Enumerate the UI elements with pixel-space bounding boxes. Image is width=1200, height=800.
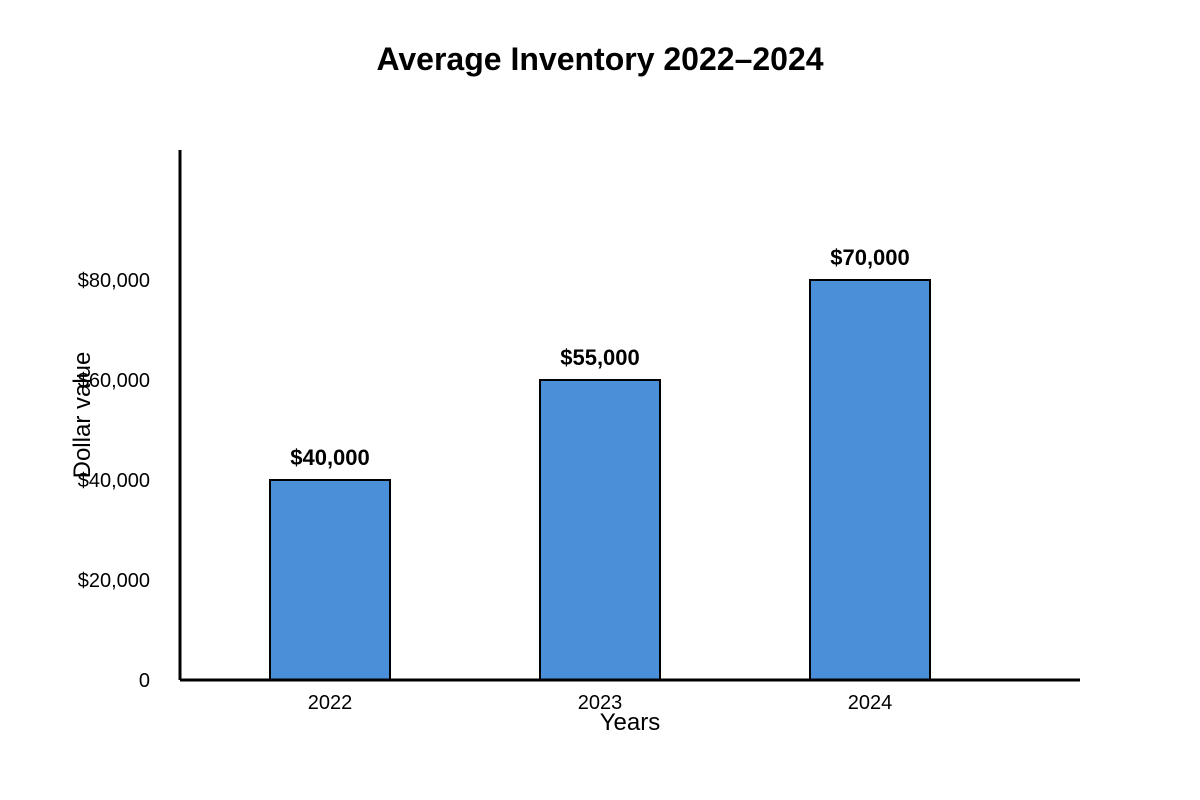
data-label-2023: $55,000 xyxy=(560,345,640,370)
y-tick-label-40000: $40,000 xyxy=(78,470,150,492)
x-tick-label-2023: 2023 xyxy=(578,692,623,714)
data-label-2022: $40,000 xyxy=(290,445,370,470)
y-tick-label-80000: $80,000 xyxy=(78,270,150,292)
y-tick-label-60000: $60,000 xyxy=(78,370,150,392)
x-tick-label-2022: 2022 xyxy=(308,692,353,714)
y-tick-label-0: 0 xyxy=(139,670,150,692)
x-tick-label-2024: 2024 xyxy=(848,692,893,714)
data-labels-group: $40,000 $55,000 $70,000 xyxy=(290,245,910,470)
data-label-2024: $70,000 xyxy=(830,245,910,270)
y-tick-label-20000: $20,000 xyxy=(78,570,150,592)
bar-2024 xyxy=(809,279,931,681)
bars-group xyxy=(269,279,931,681)
y-axis-label: Dollar value xyxy=(69,352,96,479)
y-tick-labels-group: 0 $20,000 $40,000 $60,000 $80,000 xyxy=(78,270,150,692)
chart-title: Average Inventory 2022–2024 xyxy=(376,41,823,77)
bar-2023 xyxy=(539,379,661,681)
bar-2022 xyxy=(269,479,391,681)
x-tick-labels-group: 2022 2023 2024 xyxy=(308,692,893,714)
x-axis-label: Years xyxy=(600,709,661,736)
